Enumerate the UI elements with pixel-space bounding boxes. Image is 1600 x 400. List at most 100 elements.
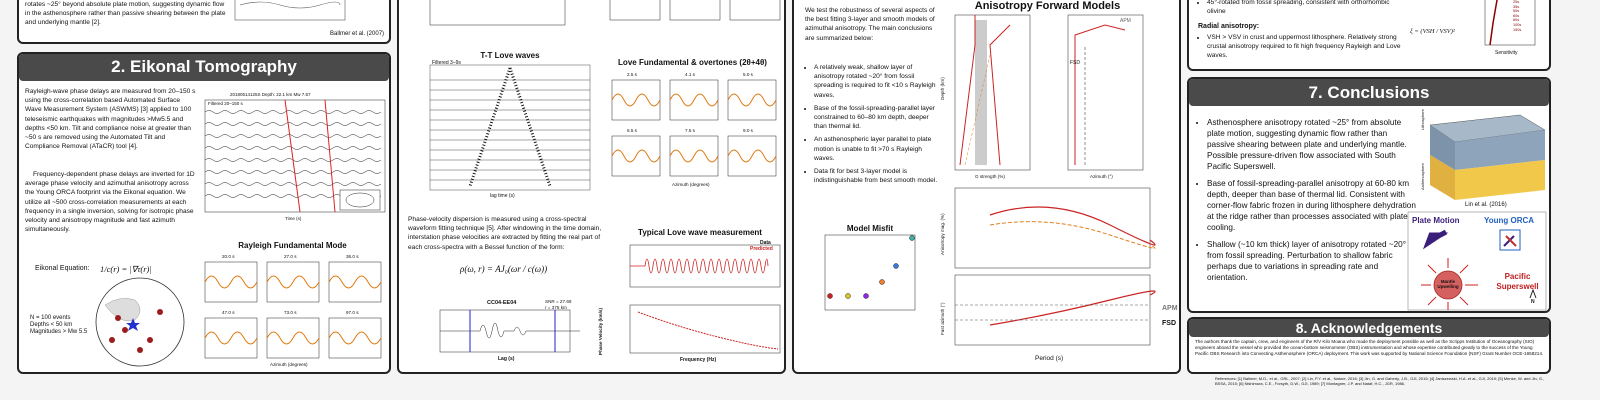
seismogram-figure-part	[204, 134, 382, 138]
bullet: An asthenospheric layer parallel to plat…	[814, 135, 942, 163]
body-text: rotates ~25° beyond absolute plate motio…	[25, 1, 226, 27]
flow-diagram-part	[1407, 211, 1547, 311]
legend-predicted: Predicted	[750, 246, 773, 252]
fsd-label: FSD	[1162, 320, 1176, 327]
misfit-plot-part	[845, 293, 851, 299]
panel-title: 5.0 s	[743, 72, 753, 77]
seismogram-figure-part	[204, 122, 382, 126]
panel-frame-part	[397, 0, 786, 374]
axis-label: G strength (%)	[975, 174, 1005, 179]
bullet: VSH > VSV in crust and uppermost lithosp…	[1207, 33, 1407, 61]
fsd-label: FSD	[1070, 60, 1080, 66]
axis-label: Azimuth (degrees)	[270, 362, 308, 367]
layer-label: Asthenosphere	[1420, 163, 1425, 190]
label: Young ORCA	[1484, 216, 1535, 225]
axis-label: Lag (s)	[498, 356, 515, 362]
forward-model-part	[1067, 14, 1144, 171]
bullet: Shallow (~10 km thick) layer of anisotro…	[1207, 239, 1417, 283]
panel-title: 36.0 s	[346, 254, 359, 259]
bullet: Data fit for best 3-layer model is indis…	[814, 167, 942, 185]
forward-model-part	[989, 206, 1156, 246]
sensitivity-plot	[1484, 0, 1536, 46]
section-header-part	[1189, 319, 1549, 337]
block-diagram-part	[1430, 155, 1455, 200]
forward-model-part	[975, 20, 987, 165]
panel-title: 27.0 s	[284, 254, 297, 259]
misfit-plot-part	[909, 235, 915, 241]
panel-title: 7.5 s	[685, 128, 695, 133]
legend: 25s 35s 50s 60s 80s 100s 150s	[1513, 0, 1521, 32]
flow-diagram	[1407, 211, 1547, 311]
panel-title: 6.5 s	[627, 128, 637, 133]
figure-title: Anisotropy Forward Models	[974, 0, 1121, 12]
axis-label: Period (s)	[1035, 355, 1064, 362]
love-measurement	[629, 244, 781, 354]
love-record-section-part	[430, 79, 590, 181]
filter-label: Filtered 3–9s	[432, 60, 461, 66]
legend-entry: 25s	[1513, 0, 1520, 4]
azimuth-panel	[611, 79, 777, 177]
forward-model-part	[964, 54, 991, 166]
axis-label: Azimuth (°)	[1090, 174, 1113, 179]
axis-label: Depth (km)	[940, 77, 945, 100]
axis-label: Sensitivity	[1495, 50, 1518, 56]
figure-title: Model Misfit	[846, 224, 894, 233]
top-axes-part	[609, 0, 661, 21]
event-label: 20180514125S Depth: 22.1 km Mw 7.57	[230, 92, 311, 97]
paragraph: The authors thank the captain, crew, and…	[1195, 339, 1544, 357]
event-map-part	[147, 337, 153, 343]
filter-label: Filtered 20–150 s	[208, 101, 243, 106]
paragraph: Phase-velocity dispersion is measured us…	[408, 216, 602, 251]
misfit-plot	[824, 234, 916, 311]
credit: Ballmer et al. (2007)	[330, 31, 385, 37]
misfit-plot-part	[827, 293, 833, 299]
panel-frame-part	[1187, 0, 1551, 71]
block-diagram-part	[1455, 130, 1545, 170]
top-axes-part	[429, 0, 566, 26]
section-header-part	[1189, 79, 1549, 106]
panel-title: 2.5 s	[627, 72, 637, 77]
seismogram-figure-part	[324, 99, 336, 213]
legend-entry: 50s	[1513, 9, 1520, 14]
panel-title: 47.0 s	[222, 310, 235, 315]
azimuth-panel-part-part	[266, 275, 320, 289]
axis-label: Phase Velocity (km/s)	[598, 308, 603, 355]
label: Plate Motion	[1412, 216, 1460, 225]
axis-label: Fast azimuth (°)	[940, 302, 945, 335]
forward-model-part	[989, 221, 1156, 249]
bullet: 45°-rotated from fossil spreading, consi…	[1207, 0, 1407, 16]
snr: SNR = 27.69	[545, 299, 572, 304]
flow-diagram-part	[1433, 270, 1463, 300]
credit: Lin et al. (2016)	[1465, 202, 1507, 208]
schematic	[234, 0, 346, 21]
label: Mantle Upwelling	[1437, 279, 1459, 289]
top-axes	[429, 0, 781, 26]
top-axes-part	[729, 0, 781, 21]
map-note: Depths < 50 km	[30, 322, 73, 328]
block-diagram	[1429, 114, 1546, 200]
legend-entry: 100s	[1513, 22, 1522, 27]
apm-label: APM	[1162, 305, 1178, 312]
flow-diagram-part	[1529, 288, 1537, 299]
seismogram-figure-part	[204, 146, 382, 150]
bullet: Asthenosphere anisotropy rotated ~25° fr…	[1207, 117, 1417, 172]
top-axes-part	[669, 0, 721, 21]
flow-diagram-part-part	[1427, 264, 1437, 274]
legend-entry: 80s	[1513, 18, 1520, 23]
section-title: 8. Acknowledgements	[1295, 320, 1443, 336]
axis-label: Anisotropy mag. (%)	[940, 213, 945, 255]
seismogram-figure	[204, 99, 386, 213]
section-header-part	[19, 54, 389, 81]
references: References: [1] Ballmer, M.D., et al., G…	[1215, 376, 1545, 387]
map-note: N = 100 events	[30, 315, 71, 321]
north-label: N	[1531, 299, 1535, 305]
event-map-part	[126, 318, 140, 331]
equation: ξ = (VSH / VSV)²	[1410, 28, 1455, 35]
bullet-list: VSH > VSV in crust and uppermost lithosp…	[1198, 33, 1407, 65]
sensitivity-plot-part	[1489, 0, 1498, 46]
azimuth-panel-part-part	[727, 149, 777, 163]
forward-model-part	[954, 274, 1151, 346]
event-map-part	[109, 337, 115, 343]
flow-diagram-part-part	[1427, 296, 1437, 306]
